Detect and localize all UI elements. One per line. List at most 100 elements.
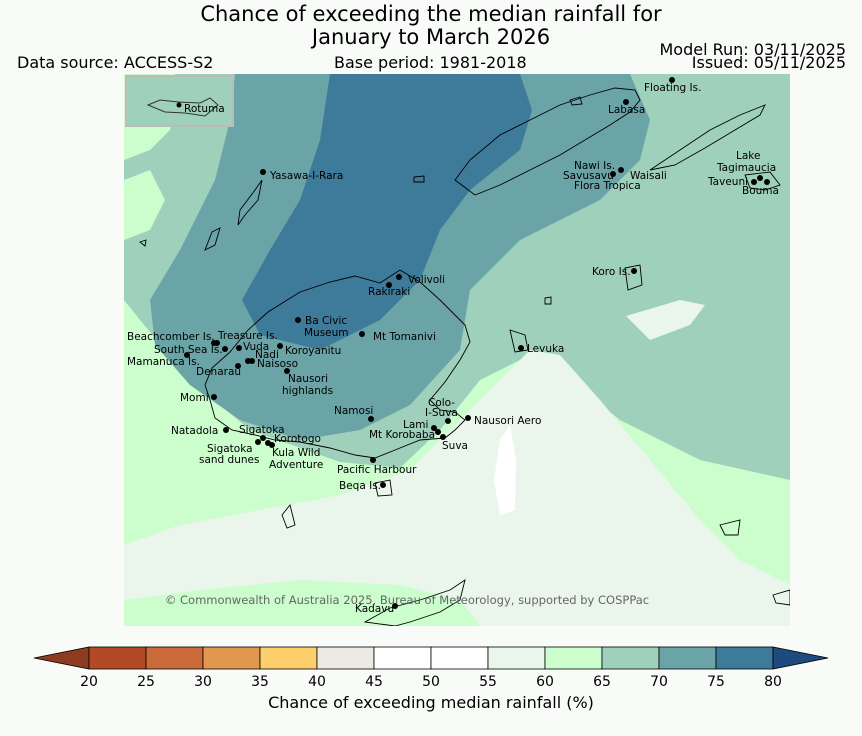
marker-koro-is	[631, 268, 637, 274]
label-taveuni: Taveuni	[707, 176, 748, 188]
label-lake: Lake	[736, 150, 760, 162]
colorbar-swatch	[145, 646, 204, 670]
label-nausori-aero: Nausori Aero	[474, 415, 541, 427]
colorbar-tick-label: 45	[365, 674, 383, 690]
label-colo: Colo-	[428, 397, 455, 409]
label-nawi-is: Nawi Is.	[574, 160, 615, 172]
marker-volivoli	[396, 274, 402, 280]
colorbar-swatches	[33, 646, 829, 670]
label-labasa: Labasa	[608, 104, 645, 116]
label-treasure: Treasure Is.	[217, 330, 278, 342]
colorbar-tick-label: 35	[251, 674, 269, 690]
colorbar-tick-label: 20	[80, 674, 98, 690]
base-period: Base period: 1981-2018	[334, 53, 527, 72]
label-savusavu: Savusavu	[563, 170, 614, 182]
colorbar-swatch	[487, 646, 546, 670]
label-namosi: Namosi	[334, 405, 373, 417]
zone-55-60-east	[626, 300, 705, 340]
marker-lami	[431, 425, 437, 431]
label-ba-civic: Ba Civic	[305, 315, 347, 327]
marker-sigatoka	[260, 435, 266, 441]
marker-pacific-harbour	[370, 457, 376, 463]
label-highlands: highlands	[282, 385, 333, 397]
marker-vuda	[236, 345, 242, 351]
marker-mt-tomanivi	[359, 331, 365, 337]
label-suva: Suva	[442, 440, 468, 452]
label-naisoso: Naisoso	[257, 358, 298, 370]
label-mt-tomanivi: Mt Tomanivi	[373, 331, 436, 343]
colorbar-low-extend	[33, 646, 90, 670]
marker-denarau	[235, 363, 241, 369]
marker-suva	[440, 434, 446, 440]
colorbar-swatch	[715, 646, 774, 670]
colorbar-swatch	[88, 646, 147, 670]
label-nausori: Nausori	[288, 373, 328, 385]
marker-rakiraki	[386, 282, 392, 288]
marker-sigatoka-dunes	[255, 439, 261, 445]
copyright-text: © Commonwealth of Australia 2025, Bureau…	[165, 593, 649, 607]
marker-levuka	[518, 345, 524, 351]
marker-natadola	[223, 427, 229, 433]
label-mamanuca: Mamanuca Is.	[127, 356, 200, 368]
colorbar-swatch	[202, 646, 261, 670]
label-korotogo: Korotogo	[274, 433, 321, 445]
label-sigatoka: Sigatoka	[239, 424, 285, 436]
colorbar-tick-label: 40	[308, 674, 326, 690]
colorbar-swatch	[316, 646, 375, 670]
marker-naisoso	[249, 358, 255, 364]
label-bouma: Bouma	[742, 185, 779, 197]
colorbar: 20 25 30 35 40 45 50 55 60 65 70 75 80 Chance of exc…	[33, 646, 829, 712]
marker-momi	[211, 394, 217, 400]
label-sigatoka-2: Sigatoka	[207, 443, 253, 455]
zone-45-55	[494, 425, 516, 515]
colorbar-tick-label: 25	[137, 674, 155, 690]
marker-namosi	[368, 416, 374, 422]
label-mt-korobaba: Mt Korobaba	[369, 429, 435, 441]
label-south-sea: South Sea Is.	[154, 344, 223, 356]
label-museum: Museum	[304, 327, 349, 339]
data-source: Data source: ACCESS-S2	[17, 53, 214, 72]
label-beqa: Beqa Is.	[339, 480, 381, 492]
marker-mt-korobaba	[435, 429, 441, 435]
colorbar-high-extend	[772, 646, 829, 670]
label-adventure: Adventure	[269, 459, 323, 471]
label-lami: Lami	[403, 419, 428, 431]
marker-mamanuca	[184, 352, 190, 358]
label-beachcomber: Beachcomber Is.	[127, 331, 215, 343]
label-natadola: Natadola	[171, 425, 218, 437]
label-flora-tropica: Flora Tropica	[574, 180, 641, 192]
marker-nawi-is	[618, 167, 624, 173]
coastlines	[139, 87, 790, 626]
colorbar-tick-label: 65	[593, 674, 611, 690]
rotuma-inset: Rotuma	[125, 75, 234, 127]
marker-labasa	[623, 99, 629, 105]
label-kadavu: Kadavu	[355, 603, 394, 615]
marker-colo-i-suva	[445, 418, 451, 424]
rainfall-map: Rotuma	[124, 74, 790, 626]
marker-south-sea	[222, 346, 228, 352]
colorbar-tick-label: 75	[707, 674, 725, 690]
place-markers	[184, 77, 770, 609]
label-denarau: Denarau	[196, 366, 241, 378]
label-i-suva: I-Suva	[425, 407, 458, 419]
colorbar-tick-label: 30	[194, 674, 212, 690]
label-momi: Momi	[180, 392, 209, 404]
colorbar-label: Chance of exceeding median rainfall (%)	[268, 693, 594, 712]
colorbar-swatch	[259, 646, 318, 670]
label-nadi: Nadi	[255, 349, 279, 361]
marker-treasure	[214, 340, 220, 346]
marker-nausori-highlands	[284, 368, 290, 374]
colorbar-swatch	[658, 646, 717, 670]
colorbar-swatch	[373, 646, 432, 670]
map-title-line-1: Chance of exceeding the median rainfall …	[200, 2, 662, 26]
model-run: Model Run: 03/11/2025	[659, 40, 847, 59]
label-floating-is: Floating Is.	[644, 82, 701, 94]
marker-savusavu	[610, 171, 616, 177]
colorbar-ticks: 20 25 30 35 40 45 50 55 60 65 70 75 80	[80, 674, 782, 690]
zone-75-80	[242, 74, 532, 350]
label-pacific-harbour: Pacific Harbour	[337, 464, 417, 476]
map-title-line-2: January to March 2026	[311, 25, 551, 49]
marker-kadavu	[392, 603, 398, 609]
marker-koroyanitu	[277, 343, 283, 349]
label-tagimaucia: Tagimaucia	[716, 162, 776, 174]
